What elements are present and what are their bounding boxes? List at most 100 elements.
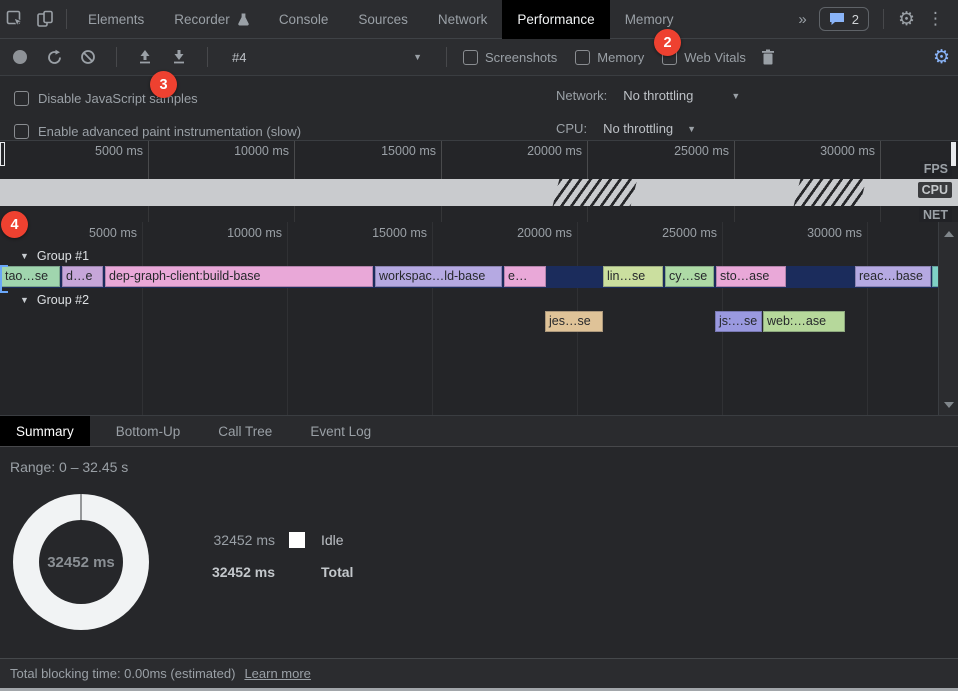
legend-row-idle: 32452 ms Idle	[205, 532, 344, 548]
issues-counter[interactable]: 2	[818, 7, 869, 31]
clear-button[interactable]	[76, 45, 100, 69]
lane-label-cpu: CPU	[917, 182, 952, 198]
group1-bars: tao…se d…e dep-graph-client:build-base work…	[0, 266, 940, 288]
tab-label: Performance	[517, 11, 595, 27]
vertical-scrollbar[interactable]	[938, 222, 958, 415]
details-tab-event-log[interactable]: Event Log	[310, 423, 372, 439]
group2-bars: jes…se js:…se web:…ase	[0, 311, 938, 333]
performance-toolbar: #4 ▼ Screenshots Memory Web Vitals ⚙	[0, 39, 958, 75]
network-throttling-select[interactable]: No throttling	[623, 88, 694, 103]
divider	[446, 47, 447, 67]
details-tab-call-tree[interactable]: Call Tree	[218, 423, 273, 439]
overview-tick-label: 5000 ms	[95, 144, 143, 158]
flame-event-bar[interactable]: tao…se	[1, 266, 60, 287]
overview-right-handle[interactable]	[951, 142, 956, 166]
group2-header[interactable]: ▼ Group #2	[0, 290, 938, 310]
capture-options: Screenshots Memory Web Vitals	[463, 49, 746, 65]
timeline-overview[interactable]: 5000 ms 10000 ms 15000 ms 20000 ms 25000 ms 3…	[0, 140, 958, 223]
flame-event-bar[interactable]: jes…se	[545, 311, 603, 332]
learn-more-link[interactable]: Learn more	[244, 666, 311, 681]
flame-event-bar[interactable]: e…	[504, 266, 546, 287]
tab-memory[interactable]: Memory	[610, 0, 689, 39]
tab-elements[interactable]: Elements	[73, 0, 159, 39]
checkbox-label: Enable advanced paint instrumentation (s…	[38, 123, 302, 139]
tab-network[interactable]: Network	[423, 0, 503, 39]
annotation-badge-2: 2	[654, 29, 681, 56]
flame-event-bar[interactable]: js:…se	[715, 311, 762, 332]
record-button[interactable]	[8, 45, 32, 69]
annotation-badge-3: 3	[150, 71, 177, 98]
chevron-down-icon[interactable]: ▼	[731, 90, 741, 101]
summary-donut-chart: 32452 ms	[13, 494, 149, 630]
inspect-element-icon[interactable]	[0, 5, 30, 33]
flame-event-bar[interactable]: sto…ase	[716, 266, 786, 287]
annotation-badge-4: 4	[1, 211, 28, 238]
grid-line	[867, 222, 868, 415]
checkbox-memory[interactable]: Memory	[575, 49, 645, 65]
tab-recorder[interactable]: Recorder	[159, 0, 264, 39]
timeline-tick-label: 30000 ms	[807, 226, 862, 240]
timeline-tick-label: 25000 ms	[662, 226, 717, 240]
timeline-tick-label: 5000 ms	[89, 226, 137, 240]
overview-tick-label: 30000 ms	[820, 144, 875, 158]
checkbox-label: Screenshots	[485, 49, 558, 65]
flame-event-bar[interactable]	[932, 266, 940, 287]
legend-value: 32452 ms	[211, 564, 275, 580]
scroll-down-icon[interactable]	[944, 402, 954, 408]
flame-event-bar[interactable]: lin…se	[603, 266, 663, 287]
legend-swatch	[289, 532, 305, 548]
cpu-throttling-control: CPU: No throttling ▼	[556, 121, 696, 136]
cpu-throttling-select[interactable]: No throttling	[603, 121, 674, 136]
device-toolbar-icon[interactable]	[30, 5, 60, 33]
network-throttling-label: Network:	[556, 88, 608, 103]
overview-cpu-band[interactable]	[0, 179, 958, 206]
window-bottom-strip	[0, 688, 958, 691]
more-tabs-icon[interactable]: »	[798, 10, 807, 28]
issues-count: 2	[851, 11, 859, 27]
settings-gear-icon[interactable]: ⚙	[897, 8, 915, 30]
network-throttling-control: Network: No throttling ▼	[556, 88, 740, 103]
tab-label: Console	[278, 11, 329, 27]
grid-line	[287, 222, 288, 415]
checkbox-label: Memory	[597, 49, 645, 65]
flame-event-bar[interactable]: web:…ase	[763, 311, 845, 332]
group1-header[interactable]: ▼ Group #1	[0, 246, 938, 266]
kebab-menu-icon[interactable]: ⋮	[927, 9, 944, 28]
tab-console[interactable]: Console	[264, 0, 344, 39]
tab-label: Network	[437, 11, 488, 27]
checkbox-icon	[575, 49, 591, 65]
tab-label: Recorder	[174, 11, 230, 27]
details-tab-bottom-up[interactable]: Bottom-Up	[115, 423, 181, 439]
grid-line	[142, 222, 143, 415]
tab-sources[interactable]: Sources	[343, 0, 423, 39]
history-select[interactable]: #4 ▼	[224, 44, 430, 70]
divider	[882, 9, 884, 29]
details-tab-summary[interactable]: Summary	[0, 416, 90, 446]
legend-label: Total	[321, 564, 354, 580]
overview-left-handle[interactable]	[0, 142, 5, 166]
capture-settings-gear-icon[interactable]: ⚙	[932, 46, 950, 68]
trash-icon[interactable]	[756, 45, 780, 69]
chevron-down-icon[interactable]: ▼	[687, 123, 697, 134]
status-footer: Total blocking time: 0.00ms (estimated) …	[0, 658, 958, 688]
save-profile-button[interactable]	[167, 45, 191, 69]
advanced-paint-checkbox[interactable]: Enable advanced paint instrumentation (s…	[14, 121, 301, 141]
load-profile-button[interactable]	[133, 45, 157, 69]
flame-event-bar[interactable]: d…e	[62, 266, 103, 287]
chevron-down-icon: ▼	[413, 52, 422, 62]
flame-chart[interactable]: 5000 ms 10000 ms 15000 ms 20000 ms 25000 ms 3…	[0, 222, 958, 415]
chat-bubble-icon	[829, 12, 845, 26]
reload-and-record-button[interactable]	[42, 45, 66, 69]
tab-performance[interactable]: Performance	[502, 0, 610, 39]
panel-tabs: Elements Recorder Console Sources Network Per…	[73, 0, 688, 39]
overview-tick-label: 15000 ms	[381, 144, 436, 158]
scroll-up-icon[interactable]	[944, 231, 954, 237]
flame-event-bar[interactable]: reac…base	[855, 266, 931, 287]
flame-event-bar[interactable]: workspac…ld-base	[375, 266, 502, 287]
selection-bracket	[0, 265, 8, 293]
collapse-arrow-icon: ▼	[20, 251, 29, 261]
flame-event-bar[interactable]: dep-graph-client:build-base	[105, 266, 373, 287]
checkbox-screenshots[interactable]: Screenshots	[463, 49, 558, 65]
flame-event-bar[interactable]: cy…se	[665, 266, 714, 287]
total-blocking-time-text: Total blocking time: 0.00ms (estimated)	[10, 666, 236, 681]
